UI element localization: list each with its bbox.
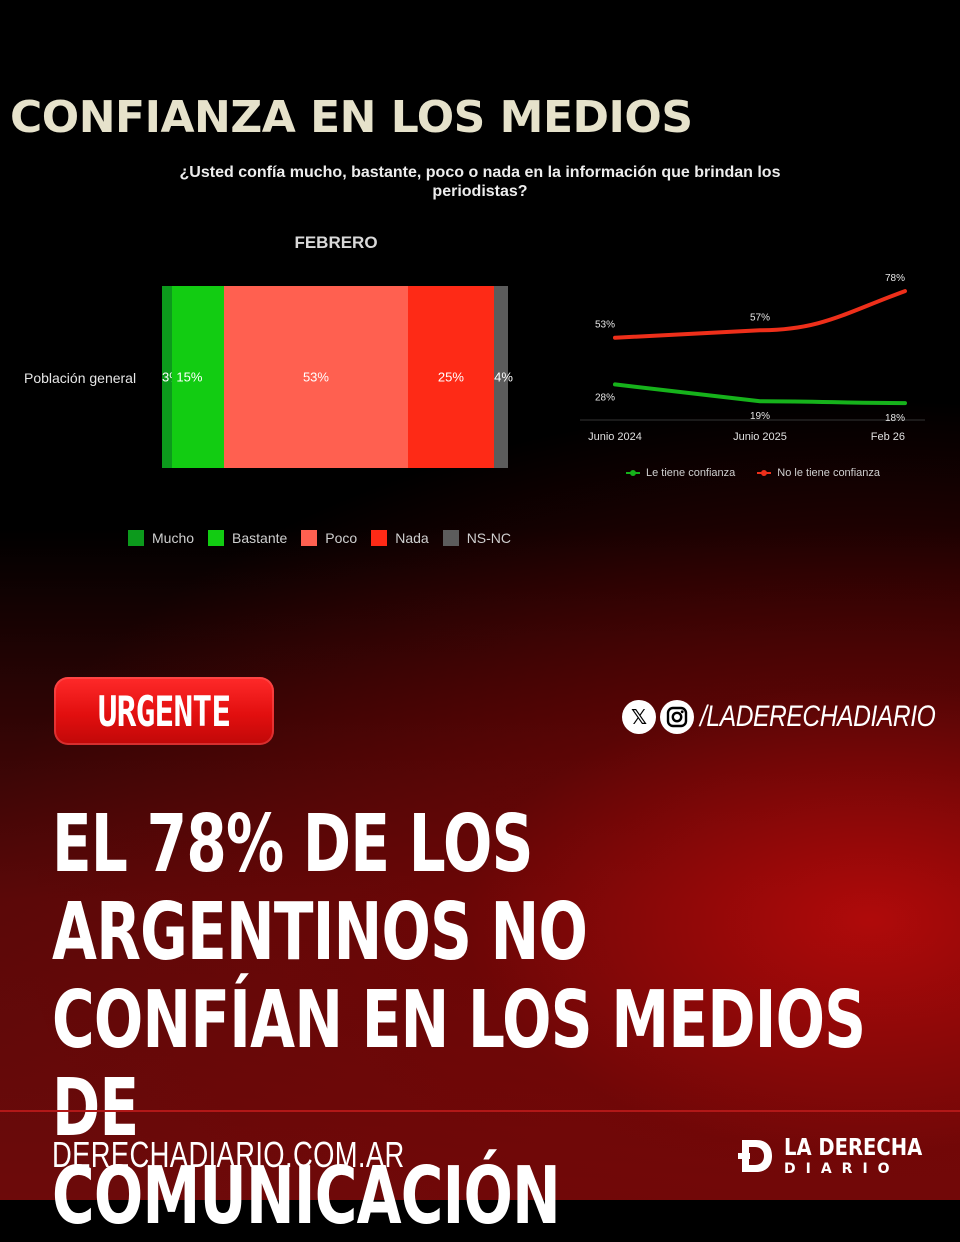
instagram-glyph — [666, 706, 688, 728]
line-data-label: 57% — [750, 312, 770, 323]
bar-segment-nada: 25% — [407, 286, 495, 468]
legend-swatch — [442, 530, 459, 546]
line-chart: 28% 19% 18% 53% 57% 78% Junio 2024 Junio 2025 Fe… — [580, 273, 925, 443]
x-tick-label: Feb 26 — [871, 431, 905, 443]
social-handle[interactable]: 𝕏 /LADERECHADIARIO — [622, 700, 960, 734]
line-data-label: 53% — [595, 320, 615, 331]
legend-item: Mucho — [128, 530, 194, 546]
headline-line-1: EL 78% DE LOS ARGENTINOS NO — [52, 798, 588, 978]
poster: CONFIANZA EN LOS MEDIOS ¿Usted confía mu… — [0, 92, 960, 1240]
legend-swatch — [128, 530, 144, 546]
x-tick-label: Junio 2024 — [588, 431, 642, 443]
legend-label: Bastante — [232, 530, 288, 546]
line-data-label: 78% — [885, 273, 905, 284]
bar-data-label: 15% — [176, 369, 203, 385]
bar-segment-mucho: 3% — [162, 286, 181, 468]
line-series-no-le-tiene-confianza — [613, 289, 907, 340]
brand-name-bottom: DIARIO — [784, 1160, 900, 1177]
line-data-label: 19% — [750, 411, 770, 422]
x-icon[interactable]: 𝕏 — [622, 700, 656, 734]
legend-item: Nada — [371, 530, 429, 546]
legend-item: Bastante — [208, 530, 287, 546]
legend-item: Poco — [301, 530, 357, 546]
brand-d-icon — [738, 1140, 772, 1172]
legend-label: Poco — [325, 530, 358, 546]
bar-chart-title: FEBRERO — [294, 233, 378, 252]
urgent-badge: URGENTE — [54, 677, 274, 745]
urgent-badge-label: URGENTE — [97, 686, 231, 736]
legend-label: Mucho — [152, 530, 195, 546]
bar-segment-bastante: 15% — [172, 286, 225, 468]
brand-logo: LA DERECHA DIARIO — [736, 1136, 947, 1176]
brand-name-top: LA DERECHA — [784, 1134, 923, 1161]
handle-text: /LADERECHADIARIO — [700, 700, 936, 733]
bar-data-label: 53% — [302, 369, 329, 385]
line-legend-label: No le tiene confianza — [777, 467, 881, 479]
bar-segment-poco: 53% — [224, 286, 408, 468]
footer-divider — [0, 1110, 960, 1112]
headline-line-2: CONFÍAN EN LOS MEDIOS DE — [52, 974, 866, 1154]
survey-question: ¿Usted confía mucho, bastante, poco o na… — [179, 164, 781, 200]
bar-category-label: Población general — [24, 370, 137, 386]
line-legend-item: Le tiene confianza — [626, 467, 735, 479]
stacked-bar: 3%15% 53% 25% 4% — [162, 286, 513, 468]
line-data-label: 18% — [885, 413, 905, 424]
legend-label: NS-NC — [466, 530, 512, 546]
x-tick-label: Junio 2025 — [733, 431, 787, 443]
instagram-icon[interactable] — [660, 700, 694, 734]
bar-data-label: 4% — [494, 369, 513, 385]
legend-item: NS-NC — [442, 530, 512, 546]
bar-legend: Mucho Bastante Poco Nada NS-NC — [128, 530, 511, 546]
line-legend: Le tiene confianza No le tiene confianza — [626, 467, 880, 479]
line-legend-swatch — [757, 470, 772, 476]
background-gradient — [0, 0, 960, 1200]
website-link[interactable]: DERECHADIARIO.COM.AR — [52, 1134, 405, 1175]
legend-swatch — [208, 530, 225, 546]
line-legend-swatch — [626, 470, 640, 476]
bar-segment-ns-nc: 4% — [494, 286, 513, 468]
line-legend-item: No le tiene confianza — [757, 467, 880, 479]
legend-label: Nada — [395, 530, 429, 546]
bar-data-label: 25% — [437, 369, 464, 385]
legend-swatch — [371, 530, 388, 546]
page-title: CONFIANZA EN LOS MEDIOS — [10, 92, 693, 143]
line-series-le-tiene-confianza — [613, 382, 907, 406]
line-data-label: 28% — [595, 392, 615, 403]
legend-swatch — [301, 530, 318, 546]
line-legend-label: Le tiene confianza — [646, 467, 736, 479]
